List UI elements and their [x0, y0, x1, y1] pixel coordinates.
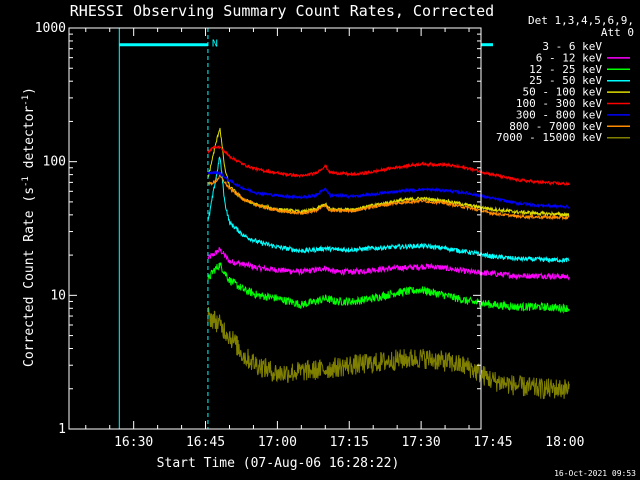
- legend-entry-label: 300 - 800 keV: [516, 108, 602, 121]
- y-tick-label: 100: [43, 155, 66, 170]
- legend-entry-label: 3 - 6 keV: [542, 40, 602, 53]
- y-axis-label: Corrected Count Rate (s-1 detector-1): [21, 87, 37, 367]
- y-tick-label: 1000: [35, 21, 66, 36]
- chart-title: RHESSI Observing Summary Count Rates, Co…: [70, 2, 494, 20]
- series-line-3-6-kev: [207, 308, 570, 377]
- y-tick-label: 1: [58, 422, 66, 437]
- series-line-100-300-kev: [207, 144, 570, 187]
- x-axis-label: Start Time (07-Aug-06 16:28:22): [157, 456, 400, 471]
- night-flag-label: N: [212, 39, 218, 50]
- x-tick-label: 18:00: [545, 435, 584, 450]
- y-tick-label: 10: [50, 288, 66, 303]
- flag-layer: N: [118, 28, 493, 429]
- legend-header-line-2: Att 0: [601, 26, 634, 39]
- series-line-800-7000-kev: [207, 174, 570, 221]
- legend-header-line-1: Det 1,3,4,5,6,9,: [528, 14, 634, 27]
- series-line-6-12-kev: [207, 247, 570, 281]
- date-stamp: 16-Oct-2021 09:53: [554, 469, 636, 478]
- series-line-7000-15000-kev: [207, 307, 570, 400]
- legend-entry-label: 12 - 25 keV: [529, 63, 602, 76]
- legend-entry-label: 6 - 12 keV: [536, 51, 603, 64]
- x-tick-label: 17:45: [473, 435, 512, 450]
- legend-entry-label: 50 - 100 keV: [523, 86, 603, 99]
- legend-entry-label: 100 - 300 keV: [516, 97, 602, 110]
- x-tick-label: 17:00: [258, 435, 297, 450]
- series-line-300-800-kev: [207, 169, 570, 210]
- legend-entry-label: 25 - 50 keV: [529, 74, 602, 87]
- legend-entry-label: 800 - 7000 keV: [509, 120, 602, 133]
- x-tick-label: 17:30: [402, 435, 441, 450]
- x-tick-label: 17:15: [330, 435, 369, 450]
- legend-entry-label: 7000 - 15000 keV: [496, 131, 602, 144]
- series-line-25-50-kev: [207, 156, 570, 264]
- axes-layer: 1 10 100 1000 16:30 16:45 17:00 17:15 17:30 17:45…: [35, 21, 585, 450]
- plot-frame: [68, 27, 482, 430]
- series-layer: [207, 127, 570, 400]
- series-line-12-25-kev: [207, 262, 570, 314]
- x-tick-label: 16:30: [114, 435, 153, 450]
- x-tick-label: 16:45: [186, 435, 225, 450]
